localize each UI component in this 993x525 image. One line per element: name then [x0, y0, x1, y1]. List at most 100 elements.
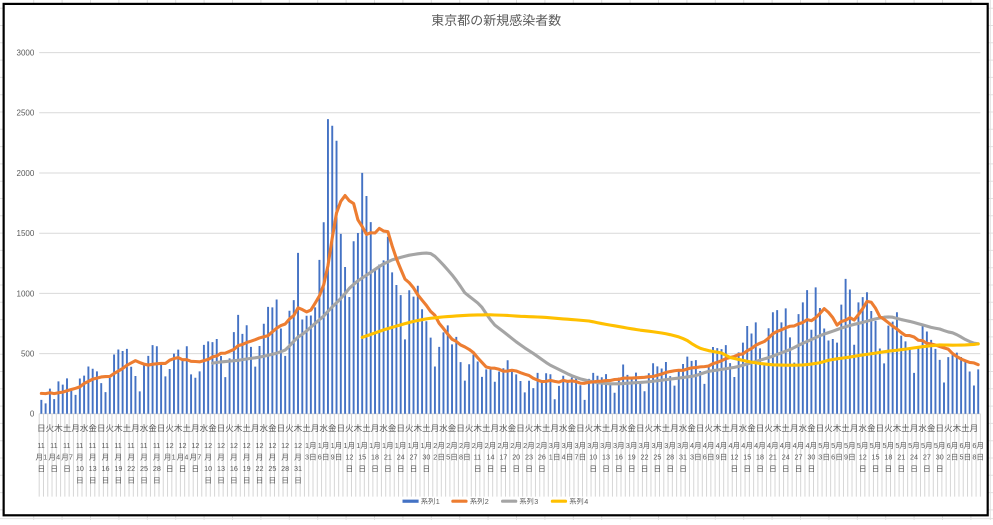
- svg-text:2: 2: [497, 441, 501, 450]
- svg-text:1500: 1500: [17, 229, 35, 238]
- svg-text:31: 31: [679, 453, 687, 462]
- svg-text:2500: 2500: [17, 109, 35, 118]
- svg-text:12: 12: [179, 441, 187, 450]
- svg-text:12: 12: [191, 441, 199, 450]
- svg-text:3: 3: [664, 441, 668, 450]
- svg-text:24: 24: [910, 453, 918, 462]
- svg-text:7: 7: [574, 453, 578, 462]
- svg-text:5: 5: [831, 441, 835, 450]
- svg-text:3: 3: [600, 441, 604, 450]
- svg-text:30: 30: [422, 453, 430, 462]
- svg-text:11: 11: [50, 441, 57, 450]
- svg-text:4: 4: [690, 441, 694, 450]
- svg-text:4: 4: [767, 441, 771, 450]
- svg-text:12: 12: [256, 441, 264, 450]
- svg-text:6: 6: [318, 453, 322, 462]
- svg-text:31: 31: [294, 464, 302, 473]
- svg-text:6: 6: [972, 441, 976, 450]
- svg-text:4: 4: [741, 441, 745, 450]
- svg-text:11: 11: [102, 441, 109, 450]
- svg-text:22: 22: [127, 464, 135, 473]
- svg-text:3: 3: [690, 453, 694, 462]
- svg-text:5: 5: [857, 441, 861, 450]
- svg-text:3: 3: [651, 441, 655, 450]
- svg-text:11: 11: [63, 441, 70, 450]
- svg-text:21: 21: [897, 453, 905, 462]
- svg-text:2: 2: [472, 441, 476, 450]
- svg-text:11: 11: [76, 441, 83, 450]
- svg-text:12: 12: [268, 441, 276, 450]
- svg-text:12: 12: [243, 441, 251, 450]
- svg-text:2: 2: [485, 441, 489, 450]
- svg-text:19: 19: [114, 464, 122, 473]
- svg-text:5: 5: [818, 441, 822, 450]
- svg-text:2: 2: [523, 441, 527, 450]
- svg-text:7: 7: [69, 453, 73, 462]
- svg-text:6: 6: [831, 453, 835, 462]
- svg-text:15: 15: [358, 453, 366, 462]
- svg-text:3: 3: [626, 441, 630, 450]
- svg-text:5: 5: [882, 441, 886, 450]
- svg-text:11: 11: [114, 441, 121, 450]
- svg-text:8: 8: [459, 453, 463, 462]
- svg-text:16: 16: [102, 464, 110, 473]
- svg-text:4: 4: [184, 453, 188, 462]
- svg-text:14: 14: [487, 453, 495, 462]
- svg-text:4: 4: [703, 441, 707, 450]
- svg-text:11: 11: [474, 453, 481, 462]
- svg-text:2: 2: [459, 441, 463, 450]
- svg-text:1: 1: [369, 441, 373, 450]
- svg-text:1: 1: [356, 441, 360, 450]
- svg-text:30: 30: [807, 453, 815, 462]
- svg-text:12: 12: [166, 441, 174, 450]
- svg-text:5: 5: [844, 441, 848, 450]
- svg-text:9: 9: [331, 453, 335, 462]
- svg-text:9: 9: [844, 453, 848, 462]
- svg-text:6: 6: [959, 441, 963, 450]
- svg-text:4: 4: [793, 441, 797, 450]
- svg-text:15: 15: [872, 453, 880, 462]
- svg-text:6: 6: [947, 441, 951, 450]
- svg-text:18: 18: [371, 453, 379, 462]
- svg-text:2: 2: [446, 441, 450, 450]
- svg-text:27: 27: [923, 453, 931, 462]
- svg-text:11: 11: [89, 441, 96, 450]
- svg-text:1: 1: [318, 441, 322, 450]
- svg-text:3: 3: [818, 453, 822, 462]
- svg-text:10: 10: [589, 453, 597, 462]
- svg-text:25: 25: [140, 464, 148, 473]
- svg-text:19: 19: [628, 453, 636, 462]
- svg-text:25: 25: [268, 464, 276, 473]
- svg-text:21: 21: [384, 453, 392, 462]
- svg-text:6: 6: [703, 453, 707, 462]
- svg-text:2: 2: [433, 453, 437, 462]
- svg-text:27: 27: [410, 453, 418, 462]
- svg-text:1000: 1000: [17, 289, 35, 298]
- svg-text:10: 10: [204, 464, 212, 473]
- svg-text:23: 23: [525, 453, 533, 462]
- svg-text:16: 16: [230, 464, 238, 473]
- svg-text:12: 12: [294, 441, 302, 450]
- svg-text:2: 2: [433, 441, 437, 450]
- svg-text:22: 22: [256, 464, 264, 473]
- svg-text:3: 3: [305, 453, 309, 462]
- svg-text:3: 3: [549, 441, 553, 450]
- svg-text:5: 5: [959, 453, 963, 462]
- svg-text:1: 1: [172, 453, 176, 462]
- svg-text:12: 12: [281, 441, 289, 450]
- svg-text:27: 27: [795, 453, 803, 462]
- svg-text:3: 3: [613, 441, 617, 450]
- svg-text:4: 4: [56, 453, 60, 462]
- svg-text:28: 28: [666, 453, 674, 462]
- svg-text:28: 28: [281, 464, 289, 473]
- svg-text:16: 16: [615, 453, 623, 462]
- svg-text:11: 11: [127, 441, 134, 450]
- svg-text:1: 1: [549, 453, 553, 462]
- svg-text:2: 2: [947, 453, 951, 462]
- svg-text:13: 13: [602, 453, 610, 462]
- svg-text:5: 5: [870, 441, 874, 450]
- svg-text:1: 1: [43, 453, 47, 462]
- svg-text:3000: 3000: [17, 49, 35, 58]
- svg-text:500: 500: [21, 350, 35, 359]
- svg-text:4: 4: [716, 441, 720, 450]
